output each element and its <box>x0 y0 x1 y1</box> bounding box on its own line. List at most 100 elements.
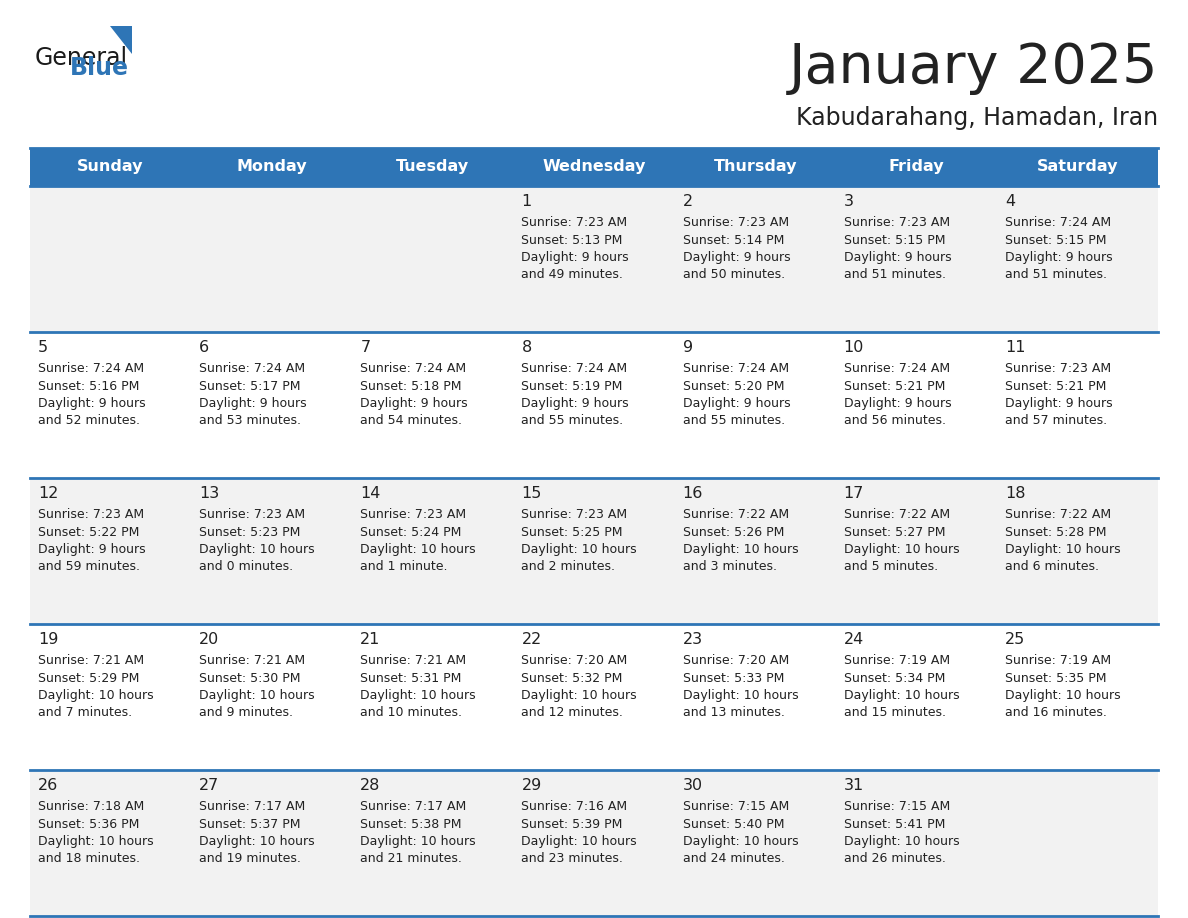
Text: Sunset: 5:24 PM: Sunset: 5:24 PM <box>360 525 462 539</box>
Text: Daylight: 10 hours: Daylight: 10 hours <box>360 543 476 556</box>
Text: Daylight: 10 hours: Daylight: 10 hours <box>200 543 315 556</box>
Text: Daylight: 10 hours: Daylight: 10 hours <box>683 835 798 848</box>
Bar <box>835 478 997 624</box>
Text: Sunset: 5:21 PM: Sunset: 5:21 PM <box>843 379 946 393</box>
Text: and 52 minutes.: and 52 minutes. <box>38 415 140 428</box>
Text: Tuesday: Tuesday <box>397 160 469 174</box>
Bar <box>30 770 191 916</box>
Text: Daylight: 10 hours: Daylight: 10 hours <box>683 543 798 556</box>
Text: Sunrise: 7:24 AM: Sunrise: 7:24 AM <box>360 362 467 375</box>
Text: and 51 minutes.: and 51 minutes. <box>843 268 946 282</box>
Text: Sunset: 5:29 PM: Sunset: 5:29 PM <box>38 671 139 685</box>
Text: Monday: Monday <box>236 160 307 174</box>
Text: and 23 minutes.: and 23 minutes. <box>522 853 624 866</box>
Text: Sunrise: 7:15 AM: Sunrise: 7:15 AM <box>843 800 950 813</box>
Text: and 55 minutes.: and 55 minutes. <box>683 415 785 428</box>
Text: Sunset: 5:28 PM: Sunset: 5:28 PM <box>1005 525 1106 539</box>
Text: Sunset: 5:18 PM: Sunset: 5:18 PM <box>360 379 462 393</box>
Text: Kabudarahang, Hamadan, Iran: Kabudarahang, Hamadan, Iran <box>796 106 1158 130</box>
Bar <box>353 478 513 624</box>
Text: Sunrise: 7:24 AM: Sunrise: 7:24 AM <box>522 362 627 375</box>
Text: Sunrise: 7:17 AM: Sunrise: 7:17 AM <box>360 800 467 813</box>
Text: Sunrise: 7:15 AM: Sunrise: 7:15 AM <box>683 800 789 813</box>
Text: Daylight: 10 hours: Daylight: 10 hours <box>843 689 960 702</box>
Text: Daylight: 9 hours: Daylight: 9 hours <box>360 397 468 410</box>
Text: 12: 12 <box>38 486 58 501</box>
Text: Daylight: 10 hours: Daylight: 10 hours <box>1005 543 1120 556</box>
Bar <box>997 332 1158 478</box>
Text: 30: 30 <box>683 778 702 793</box>
Text: Daylight: 9 hours: Daylight: 9 hours <box>522 251 630 264</box>
Text: Sunrise: 7:21 AM: Sunrise: 7:21 AM <box>200 654 305 667</box>
Text: Daylight: 10 hours: Daylight: 10 hours <box>200 835 315 848</box>
Text: Sunrise: 7:21 AM: Sunrise: 7:21 AM <box>38 654 144 667</box>
Text: Sunrise: 7:23 AM: Sunrise: 7:23 AM <box>360 508 467 521</box>
Bar <box>353 332 513 478</box>
Text: and 24 minutes.: and 24 minutes. <box>683 853 784 866</box>
Text: Sunrise: 7:19 AM: Sunrise: 7:19 AM <box>843 654 950 667</box>
Text: and 13 minutes.: and 13 minutes. <box>683 707 784 720</box>
Text: Sunset: 5:30 PM: Sunset: 5:30 PM <box>200 671 301 685</box>
Text: and 3 minutes.: and 3 minutes. <box>683 561 777 574</box>
Text: 13: 13 <box>200 486 220 501</box>
Bar <box>191 478 353 624</box>
Text: Sunrise: 7:16 AM: Sunrise: 7:16 AM <box>522 800 627 813</box>
Bar <box>675 186 835 332</box>
Text: 15: 15 <box>522 486 542 501</box>
Bar <box>997 770 1158 916</box>
Text: Sunrise: 7:22 AM: Sunrise: 7:22 AM <box>843 508 950 521</box>
Text: Daylight: 10 hours: Daylight: 10 hours <box>38 689 153 702</box>
Text: Sunset: 5:13 PM: Sunset: 5:13 PM <box>522 233 623 247</box>
Text: Sunset: 5:22 PM: Sunset: 5:22 PM <box>38 525 139 539</box>
Text: 26: 26 <box>38 778 58 793</box>
Bar <box>675 770 835 916</box>
Text: 16: 16 <box>683 486 703 501</box>
Text: 17: 17 <box>843 486 864 501</box>
Bar <box>30 624 191 770</box>
Text: Sunset: 5:27 PM: Sunset: 5:27 PM <box>843 525 946 539</box>
Bar <box>353 624 513 770</box>
Text: Sunset: 5:17 PM: Sunset: 5:17 PM <box>200 379 301 393</box>
Bar <box>675 148 835 186</box>
Text: and 18 minutes.: and 18 minutes. <box>38 853 140 866</box>
Bar <box>353 148 513 186</box>
Text: 19: 19 <box>38 632 58 647</box>
Text: Saturday: Saturday <box>1037 160 1118 174</box>
Text: Sunrise: 7:18 AM: Sunrise: 7:18 AM <box>38 800 144 813</box>
Text: Sunset: 5:35 PM: Sunset: 5:35 PM <box>1005 671 1106 685</box>
Text: Daylight: 10 hours: Daylight: 10 hours <box>38 835 153 848</box>
Text: Sunset: 5:41 PM: Sunset: 5:41 PM <box>843 818 946 831</box>
Text: Sunday: Sunday <box>77 160 144 174</box>
Text: and 1 minute.: and 1 minute. <box>360 561 448 574</box>
Text: 14: 14 <box>360 486 380 501</box>
Bar <box>353 770 513 916</box>
Text: and 55 minutes.: and 55 minutes. <box>522 415 624 428</box>
Text: 20: 20 <box>200 632 220 647</box>
Text: Sunset: 5:32 PM: Sunset: 5:32 PM <box>522 671 623 685</box>
Text: and 26 minutes.: and 26 minutes. <box>843 853 946 866</box>
Text: 11: 11 <box>1005 340 1025 355</box>
Text: Daylight: 9 hours: Daylight: 9 hours <box>38 543 146 556</box>
Text: 7: 7 <box>360 340 371 355</box>
Text: Daylight: 9 hours: Daylight: 9 hours <box>200 397 307 410</box>
Text: Daylight: 10 hours: Daylight: 10 hours <box>843 835 960 848</box>
Text: Daylight: 10 hours: Daylight: 10 hours <box>360 835 476 848</box>
Bar <box>353 186 513 332</box>
Text: Sunrise: 7:23 AM: Sunrise: 7:23 AM <box>843 216 950 229</box>
Text: and 16 minutes.: and 16 minutes. <box>1005 707 1107 720</box>
Text: Daylight: 9 hours: Daylight: 9 hours <box>38 397 146 410</box>
Text: Sunrise: 7:24 AM: Sunrise: 7:24 AM <box>843 362 950 375</box>
Bar <box>835 624 997 770</box>
Bar <box>997 624 1158 770</box>
Bar <box>30 478 191 624</box>
Text: Daylight: 10 hours: Daylight: 10 hours <box>360 689 476 702</box>
Bar <box>513 478 675 624</box>
Text: Sunset: 5:33 PM: Sunset: 5:33 PM <box>683 671 784 685</box>
Text: Daylight: 9 hours: Daylight: 9 hours <box>843 251 952 264</box>
Text: and 9 minutes.: and 9 minutes. <box>200 707 293 720</box>
Bar <box>513 770 675 916</box>
Text: 24: 24 <box>843 632 864 647</box>
Text: and 59 minutes.: and 59 minutes. <box>38 561 140 574</box>
Bar <box>835 148 997 186</box>
Text: Friday: Friday <box>889 160 944 174</box>
